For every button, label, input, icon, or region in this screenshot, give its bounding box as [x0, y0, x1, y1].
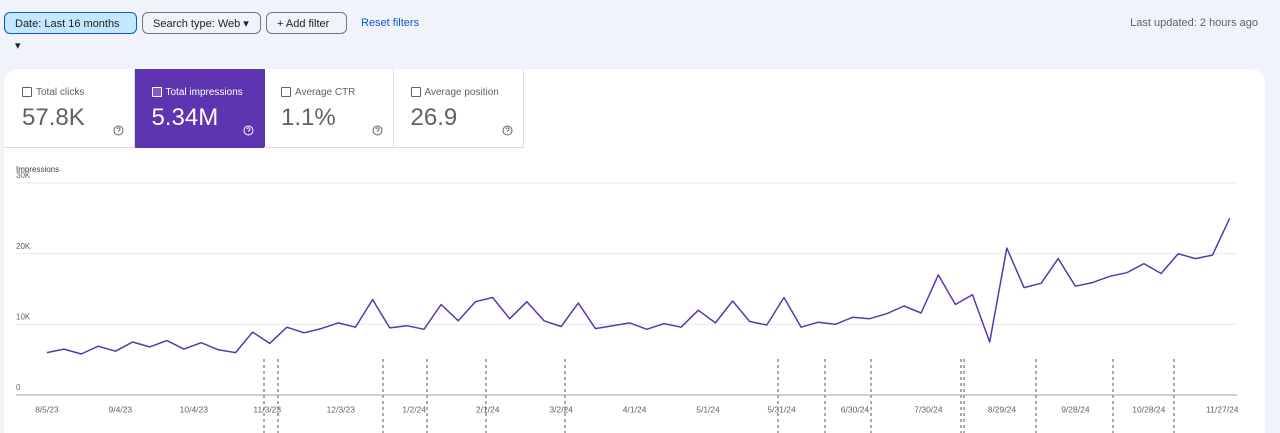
metric-value: 57.8K [22, 104, 85, 131]
search-type-filter[interactable]: Search type: Web ▾ [142, 12, 261, 34]
checkbox [151, 87, 162, 97]
x-tick-label: 9/4/23 [109, 404, 133, 414]
x-tick-label: 6/30/24 [841, 404, 870, 414]
help-circle [113, 125, 124, 136]
help-icon [243, 125, 253, 136]
x-tick-label: 8/5/23 [35, 404, 59, 414]
metric-label: Average position [424, 87, 499, 98]
help-icon [113, 125, 124, 136]
date-filter-text: Date: Last 16 months [15, 18, 120, 30]
help-mark [375, 127, 380, 134]
x-tick-label: 12/3/23 [327, 404, 356, 414]
annotations [263, 359, 1175, 433]
help-mark [246, 127, 250, 134]
y-axis-label: Impressions [16, 165, 59, 174]
help-circle [243, 125, 253, 136]
x-tick-label: 7/30/24 [914, 404, 943, 414]
help-circle [372, 125, 383, 136]
date-filter[interactable]: Date: Last 16 months ▾ [4, 12, 137, 52]
metric-label: Total impressions [165, 87, 243, 98]
metric-label: Average CTR [295, 87, 356, 98]
y-tick-label: 0 [16, 383, 21, 392]
x-tick-label: 1/2/24 [402, 404, 426, 414]
x-tick-label: 9/28/24 [1061, 404, 1090, 414]
chart: Impressions 0 10K 20K 30K 8/5/23 9/4/23 10/4/2… [16, 165, 1239, 433]
x-tick-label: 5/31/24 [767, 404, 796, 414]
checkbox [410, 87, 421, 97]
reset-filters[interactable]: Reset filters [361, 17, 420, 29]
metric-tile[interactable]: Average position 26.9 [393, 69, 524, 148]
help-icon [502, 125, 512, 136]
checkbox [281, 87, 291, 97]
x-tick-label: 5/1/24 [696, 404, 720, 414]
x-tick-label: 2/1/24 [476, 404, 500, 414]
help-mark [116, 127, 121, 134]
last-updated: Last updated: 2 hours ago [1130, 17, 1258, 29]
metric-value: 5.34M [151, 104, 219, 131]
metric-value: 26.9 [410, 104, 458, 131]
series-line [46, 217, 1231, 355]
help-icon [372, 125, 383, 136]
x-tick-label: 10/4/23 [180, 404, 209, 414]
metric-tile[interactable]: Total clicks 57.8K [5, 69, 135, 148]
help-mark [505, 127, 509, 134]
add-filter[interactable]: + Add filter [266, 12, 347, 34]
checkbox [22, 87, 32, 97]
x-tick-label: 11/3/23 [253, 404, 281, 414]
search-type-text: Search type: Web [153, 18, 241, 30]
y-tick-label: 30K [16, 171, 31, 180]
x-tick-label: 11/27/24 [1206, 404, 1239, 414]
metric-label: Total clicks [36, 87, 85, 98]
metric-tile[interactable]: Average CTR 1.1% [264, 69, 394, 148]
metric-value: 1.1% [281, 104, 336, 131]
x-tick-label: 4/1/24 [623, 404, 647, 414]
performance-card: Total clicks 57.8K Total impressions 5.34M A… [4, 69, 1265, 433]
x-tick-label: 10/28/24 [1132, 404, 1165, 414]
metric-tile[interactable]: Total impressions 5.34M [134, 69, 265, 148]
x-tick-label: 8/29/24 [988, 404, 1017, 414]
y-tick-label: 10K [16, 312, 31, 321]
add-filter-text: Add filter [285, 18, 330, 30]
x-tick-label: 3/2/24 [549, 404, 573, 414]
y-tick-label: 20K [16, 242, 31, 251]
help-circle [502, 125, 512, 136]
